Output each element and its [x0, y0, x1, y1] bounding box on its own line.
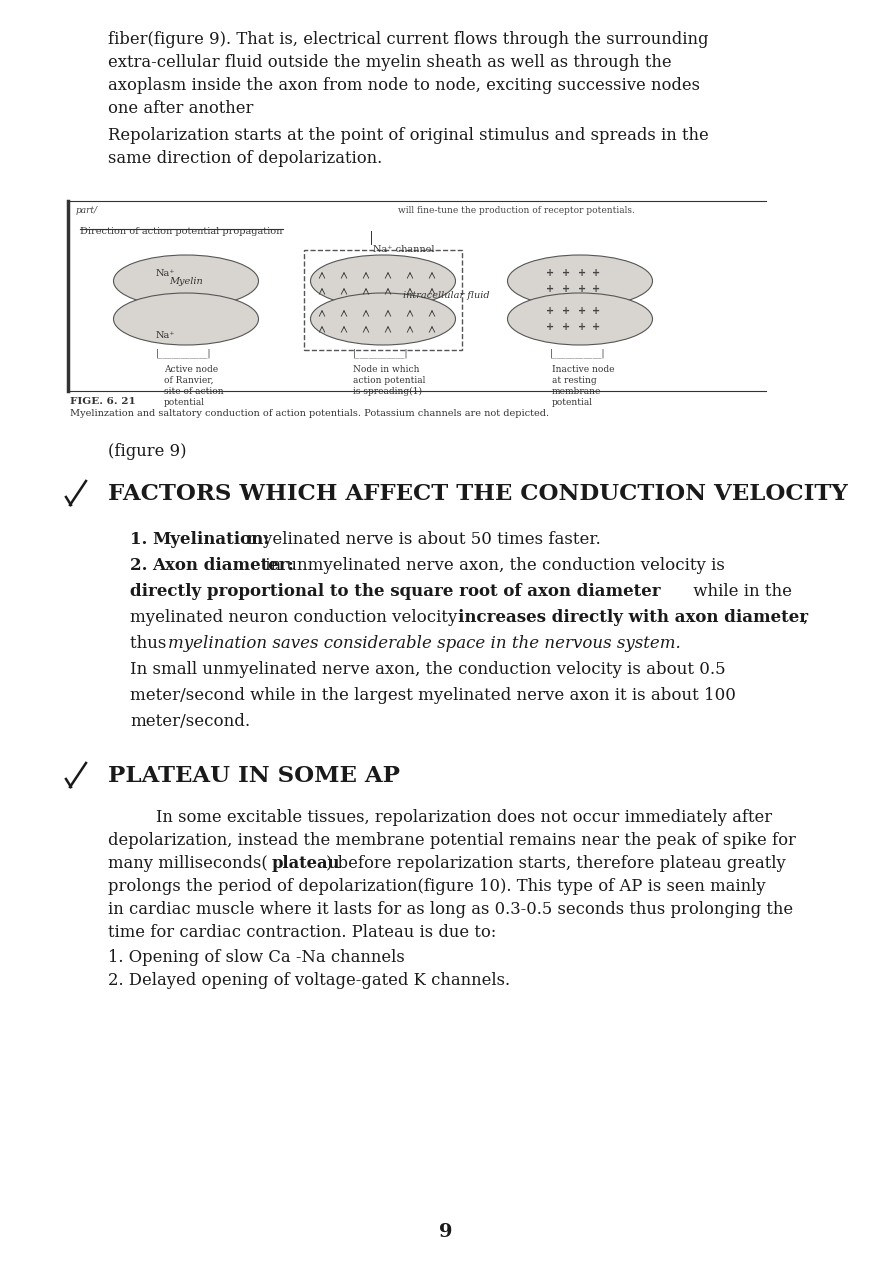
Text: +: +: [546, 322, 554, 332]
Text: many milliseconds(: many milliseconds(: [108, 855, 268, 871]
Text: while in the: while in the: [688, 584, 792, 600]
Text: +: +: [546, 306, 554, 316]
Text: 2. Delayed opening of voltage-gated K channels.: 2. Delayed opening of voltage-gated K ch…: [108, 973, 510, 989]
Ellipse shape: [113, 293, 258, 345]
Text: |___________|: |___________|: [156, 349, 212, 357]
Text: in cardiac muscle where it lasts for as long as 0.3-0.5 seconds thus prolonging : in cardiac muscle where it lasts for as …: [108, 901, 793, 918]
Text: +: +: [546, 268, 554, 278]
Text: membrane: membrane: [552, 386, 601, 397]
Text: at resting: at resting: [552, 376, 597, 385]
Ellipse shape: [311, 255, 455, 307]
Text: Na⁺ channel: Na⁺ channel: [373, 245, 435, 254]
Text: will fine-tune the production of receptor potentials.: will fine-tune the production of recepto…: [398, 206, 635, 215]
Text: Active node: Active node: [164, 365, 218, 374]
Text: |___________|: |___________|: [550, 349, 605, 357]
Text: +: +: [562, 284, 570, 294]
Text: (figure 9): (figure 9): [108, 443, 187, 460]
Text: Myelin: Myelin: [169, 277, 203, 285]
Text: potential: potential: [552, 398, 593, 407]
Text: Axon diameter:: Axon diameter:: [152, 557, 294, 573]
Text: axoplasm inside the axon from node to node, exciting successive nodes: axoplasm inside the axon from node to no…: [108, 77, 700, 93]
Text: intracellular fluid: intracellular fluid: [403, 290, 489, 301]
Text: +: +: [562, 268, 570, 278]
Text: PLATEAU IN SOME AP: PLATEAU IN SOME AP: [108, 765, 400, 787]
Text: FACTORS WHICH AFFECT THE CONDUCTION VELOCITY: FACTORS WHICH AFFECT THE CONDUCTION VELO…: [108, 482, 847, 505]
Text: Repolarization starts at the point of original stimulus and spreads in the: Repolarization starts at the point of or…: [108, 128, 709, 144]
Text: +: +: [578, 306, 586, 316]
Ellipse shape: [113, 255, 258, 307]
Text: +: +: [592, 306, 600, 316]
Text: increases directly with axon diameter: increases directly with axon diameter: [458, 609, 808, 626]
Text: potential: potential: [164, 398, 205, 407]
Text: same direction of depolarization.: same direction of depolarization.: [108, 150, 382, 167]
Text: 1. Opening of slow Ca -Na channels: 1. Opening of slow Ca -Na channels: [108, 949, 405, 966]
Text: fiber(figure 9). That is, electrical current flows through the surrounding: fiber(figure 9). That is, electrical cur…: [108, 32, 708, 48]
Text: 9: 9: [439, 1223, 453, 1242]
Text: extra-cellular fluid outside the myelin sheath as well as through the: extra-cellular fluid outside the myelin …: [108, 54, 672, 71]
Text: meter/second while in the largest myelinated nerve axon it is about 100: meter/second while in the largest myelin…: [130, 687, 736, 703]
Ellipse shape: [507, 293, 653, 345]
Text: meter/second.: meter/second.: [130, 714, 250, 730]
Text: +: +: [592, 284, 600, 294]
Text: Myelination:: Myelination:: [152, 530, 270, 548]
Text: +: +: [562, 306, 570, 316]
Text: one after another: one after another: [108, 100, 254, 117]
Text: Inactive node: Inactive node: [552, 365, 614, 374]
Ellipse shape: [507, 255, 653, 307]
Text: site of action: site of action: [164, 386, 223, 397]
Text: Node in which: Node in which: [353, 365, 420, 374]
Ellipse shape: [311, 293, 455, 345]
Text: myelination saves considerable space in the nervous system.: myelination saves considerable space in …: [168, 635, 680, 652]
Text: myelinated nerve is about 50 times faster.: myelinated nerve is about 50 times faste…: [242, 530, 601, 548]
Text: directly proportional to the square root of axon diameter: directly proportional to the square root…: [130, 584, 661, 600]
Text: +: +: [546, 284, 554, 294]
Text: thus: thus: [130, 635, 171, 652]
Text: time for cardiac contraction. Plateau is due to:: time for cardiac contraction. Plateau is…: [108, 925, 497, 941]
Text: part/: part/: [76, 206, 98, 215]
Text: myelinated neuron conduction velocity: myelinated neuron conduction velocity: [130, 609, 463, 626]
Text: In some excitable tissues, repolarization does not occur immediately after: In some excitable tissues, repolarizatio…: [156, 810, 772, 826]
Text: of Ranvier,: of Ranvier,: [164, 376, 213, 385]
Text: prolongs the period of depolarization(figure 10). This type of AP is seen mainly: prolongs the period of depolarization(fi…: [108, 878, 765, 895]
Text: +: +: [578, 284, 586, 294]
Text: 1.: 1.: [130, 530, 153, 548]
Text: Na⁺: Na⁺: [156, 331, 176, 340]
Text: +: +: [592, 322, 600, 332]
Text: ) before repolarization starts, therefore plateau greatly: ) before repolarization starts, therefor…: [326, 855, 786, 871]
Text: +: +: [562, 322, 570, 332]
Text: is spreading(1): is spreading(1): [353, 386, 422, 397]
Text: FIGE. 6. 21: FIGE. 6. 21: [70, 397, 136, 405]
Text: plateau: plateau: [272, 855, 340, 871]
Text: in unmyelinated nerve axon, the conduction velocity is: in unmyelinated nerve axon, the conducti…: [260, 557, 725, 573]
Text: +: +: [578, 268, 586, 278]
Text: +: +: [578, 322, 586, 332]
Text: Myelinzation and saltatory conduction of action potentials. Potassium channels a: Myelinzation and saltatory conduction of…: [70, 409, 549, 418]
Text: +: +: [592, 268, 600, 278]
Text: 2.: 2.: [130, 557, 154, 573]
Text: In small unmyelinated nerve axon, the conduction velocity is about 0.5: In small unmyelinated nerve axon, the co…: [130, 661, 726, 678]
Text: |___________|: |___________|: [353, 349, 408, 357]
Text: depolarization, instead the membrane potential remains near the peak of spike fo: depolarization, instead the membrane pot…: [108, 832, 796, 849]
Text: Na⁺: Na⁺: [156, 269, 176, 278]
Text: action potential: action potential: [353, 376, 425, 385]
Text: Direction of action potential propagation: Direction of action potential propagatio…: [80, 227, 282, 236]
Text: ,: ,: [802, 609, 807, 626]
